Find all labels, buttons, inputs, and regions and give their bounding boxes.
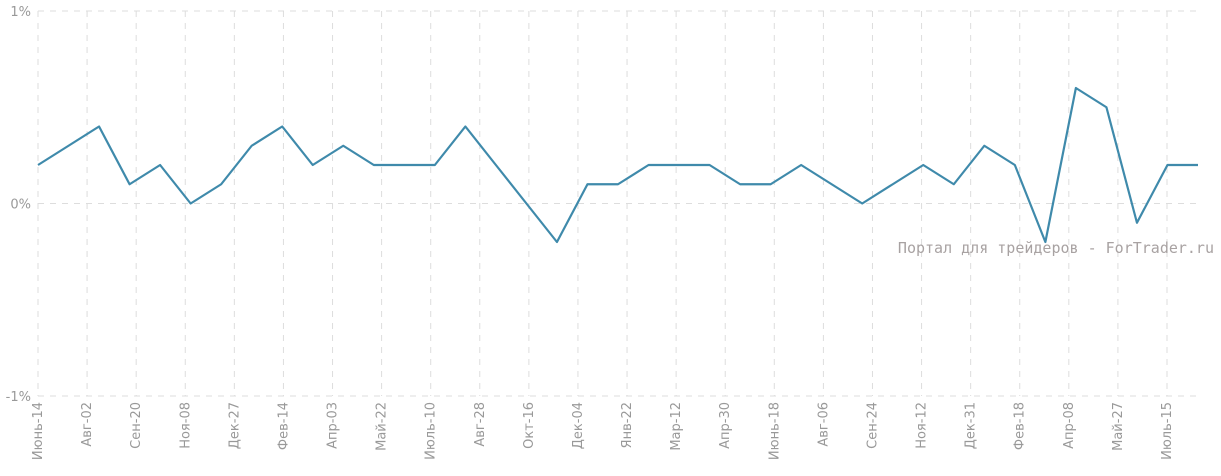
x-tick-label: Авг-02	[80, 402, 95, 447]
x-tick-label: Май-27	[1111, 402, 1126, 451]
x-tick-label: Апр-03	[326, 402, 341, 449]
x-tick-label: Окт-16	[522, 402, 537, 449]
x-tick-label: Авг-28	[473, 402, 488, 447]
x-tick-label: Дек-27	[227, 402, 242, 449]
x-tick-label: Ноя-08	[178, 402, 193, 449]
x-tick-label: Апр-30	[718, 402, 733, 449]
x-tick-label: Июнь-18	[767, 402, 782, 460]
x-tick-label: Фев-14	[276, 402, 291, 450]
x-tick-label: Дек-04	[571, 402, 586, 449]
x-tick-label: Апр-08	[1062, 402, 1077, 449]
x-tick-label: Июль-10	[424, 402, 439, 460]
y-tick-label: 0%	[10, 198, 31, 213]
x-tick-label: Май-22	[375, 402, 390, 451]
series-layer	[37, 86, 1198, 244]
x-tick-label: Июнь-14	[31, 402, 46, 460]
x-tick-label: Ноя-12	[915, 402, 930, 449]
x-tick-label: Янв-22	[620, 402, 635, 448]
watermark-text: Портал для трейдеров - ForTrader.ru	[898, 239, 1214, 257]
x-tick-label: Сен-24	[865, 402, 880, 449]
grid-lines	[37, 10, 1198, 397]
y-tick-label: -1%	[6, 390, 31, 405]
x-tick-label: Сен-20	[129, 402, 144, 449]
y-tick-label: 1%	[10, 5, 31, 20]
x-tick-label: Дек-31	[964, 402, 979, 449]
x-tick-label: Авг-06	[816, 402, 831, 447]
x-tick-label: Мар-12	[669, 402, 684, 451]
x-tick-label: Июль-15	[1160, 402, 1175, 460]
x-tick-label: Фев-18	[1013, 402, 1028, 450]
y-axis-ticks: 1% 0% -1%	[6, 5, 31, 405]
x-axis-ticks: Июнь-14 Авг-02 Сен-20 Ноя-08 Дек-27 Фев-14 Апр…	[31, 402, 1175, 460]
series-line	[37, 86, 1198, 244]
